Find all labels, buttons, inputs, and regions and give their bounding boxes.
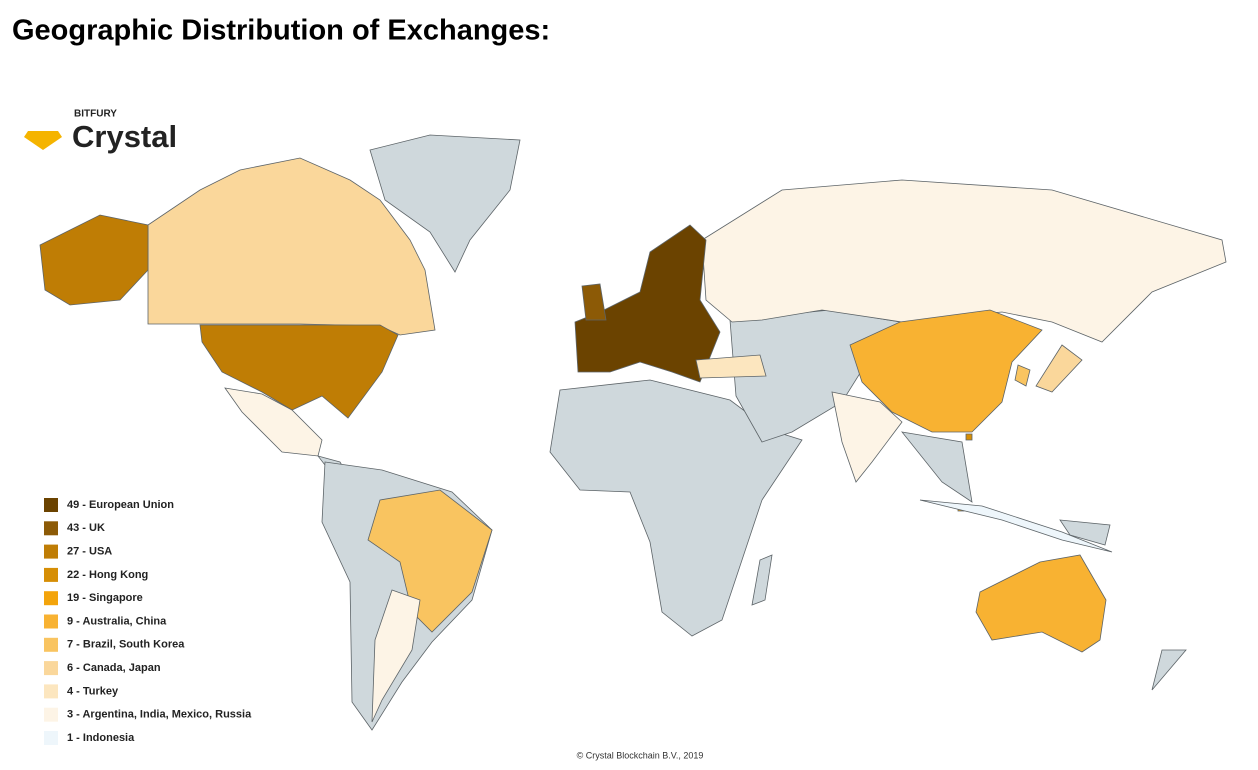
india (831, 391, 903, 483)
legend-label: 3 - Argentina, India, Mexico, Russia (67, 709, 252, 721)
legend-label: 6 - Canada, Japan (67, 662, 161, 674)
africa (549, 379, 803, 637)
southeast-asia (901, 431, 973, 503)
legend-swatch (44, 637, 58, 652)
usa (199, 324, 399, 419)
indonesia (919, 499, 1113, 553)
legend-label: 1 - Indonesia (67, 732, 135, 744)
argentina (371, 589, 421, 723)
new-zealand (1151, 649, 1187, 691)
australia (975, 554, 1107, 653)
legend-label: 19 - Singapore (67, 592, 143, 604)
legend-swatch (44, 544, 58, 559)
legend-label: 7 - Brazil, South Korea (67, 639, 185, 651)
brazil (367, 489, 493, 633)
logo-name: Crystal (72, 119, 177, 154)
mexico (224, 387, 323, 457)
legend-swatch (44, 614, 58, 629)
russia (701, 179, 1227, 343)
legend-label: 27 - USA (67, 546, 112, 558)
alaska (39, 214, 149, 306)
legend-label: 22 - Hong Kong (67, 569, 148, 581)
legend-label: 4 - Turkey (67, 685, 119, 697)
new-guinea (1059, 519, 1111, 546)
logo-brand: BITFURY (74, 109, 117, 120)
turkey (695, 354, 767, 379)
japan (1035, 344, 1083, 393)
logo: BITFURY Crystal (24, 109, 177, 154)
legend-swatch (44, 567, 58, 582)
legend-swatch (44, 661, 58, 676)
european-union (574, 224, 721, 383)
legend-swatch (44, 498, 58, 512)
canada (147, 157, 436, 336)
legend-swatch (44, 707, 58, 722)
legend: 49 - European Union 43 - UK 27 - USA 22 - H… (44, 498, 252, 745)
legend-label: 49 - European Union (67, 499, 174, 511)
greenland (369, 134, 521, 273)
world-map (39, 134, 1227, 731)
legend-swatch (44, 731, 58, 745)
legend-swatch (44, 684, 58, 699)
south-korea (1014, 364, 1031, 387)
legend-label: 9 - Australia, China (67, 615, 167, 627)
china (849, 309, 1043, 433)
legend-swatch (44, 521, 58, 536)
logo-icon (24, 131, 62, 150)
copyright: © Crystal Blockchain B.V., 2019 (577, 750, 704, 760)
uk (581, 283, 607, 321)
legend-swatch (44, 591, 58, 606)
madagascar (751, 554, 773, 606)
hong-kong (965, 433, 973, 441)
page-title: Geographic Distribution of Exchanges: (12, 15, 550, 47)
legend-label: 43 - UK (67, 522, 105, 534)
